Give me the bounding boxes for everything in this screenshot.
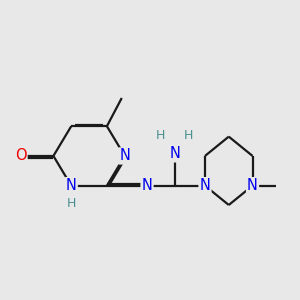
Text: N: N xyxy=(170,146,181,161)
Text: N: N xyxy=(200,178,210,193)
Text: N: N xyxy=(142,178,152,193)
Text: O: O xyxy=(15,148,26,164)
Text: N: N xyxy=(247,178,258,193)
Text: H: H xyxy=(184,129,193,142)
Text: N: N xyxy=(66,178,77,193)
Text: H: H xyxy=(67,197,76,210)
Text: H: H xyxy=(156,129,165,142)
Text: N: N xyxy=(119,148,130,164)
